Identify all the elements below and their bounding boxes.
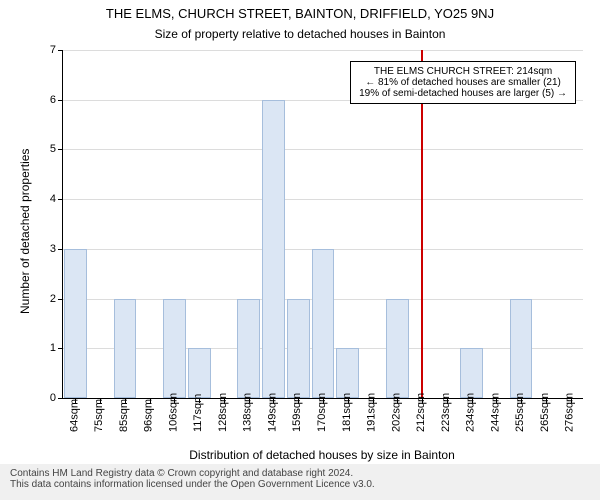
- info-box-line1: THE ELMS CHURCH STREET: 214sqm: [359, 66, 567, 77]
- bar: [336, 348, 359, 398]
- gridline-h: [63, 50, 583, 51]
- bar: [386, 299, 409, 398]
- ytick-label: 1: [40, 342, 56, 354]
- bar: [312, 249, 335, 398]
- ytick-label: 5: [40, 143, 56, 155]
- bar: [163, 299, 186, 398]
- gridline-h: [63, 199, 583, 200]
- bar: [262, 100, 285, 398]
- bar: [188, 348, 211, 398]
- ytick-mark: [58, 199, 63, 200]
- attribution-footer: Contains HM Land Registry data © Crown c…: [0, 464, 600, 500]
- bar: [510, 299, 533, 398]
- bar: [460, 348, 483, 398]
- reference-info-box: THE ELMS CHURCH STREET: 214sqm ← 81% of …: [350, 61, 576, 104]
- gridline-h: [63, 149, 583, 150]
- ytick-label: 3: [40, 243, 56, 255]
- chart-subtitle: Size of property relative to detached ho…: [0, 27, 600, 41]
- bar: [64, 249, 87, 398]
- ytick-label: 4: [40, 193, 56, 205]
- ytick-label: 6: [40, 94, 56, 106]
- bar: [287, 299, 310, 398]
- ytick-label: 2: [40, 293, 56, 305]
- ytick-mark: [58, 348, 63, 349]
- bar: [114, 299, 137, 398]
- footer-line1: Contains HM Land Registry data © Crown c…: [10, 468, 590, 479]
- ytick-mark: [58, 50, 63, 51]
- info-box-line3: 19% of semi-detached houses are larger (…: [359, 88, 567, 99]
- ytick-mark: [58, 299, 63, 300]
- info-box-line2: ← 81% of detached houses are smaller (21…: [359, 77, 567, 88]
- footer-line2: This data contains information licensed …: [10, 479, 590, 490]
- bar: [237, 299, 260, 398]
- ytick-mark: [58, 249, 63, 250]
- ytick-mark: [58, 149, 63, 150]
- chart-main-title: THE ELMS, CHURCH STREET, BAINTON, DRIFFI…: [0, 6, 600, 21]
- x-axis-label: Distribution of detached houses by size …: [62, 448, 582, 462]
- ytick-mark: [58, 398, 63, 399]
- ytick-label: 0: [40, 392, 56, 404]
- ytick-mark: [58, 100, 63, 101]
- ytick-label: 7: [40, 44, 56, 56]
- y-axis-label: Number of detached properties: [18, 149, 32, 314]
